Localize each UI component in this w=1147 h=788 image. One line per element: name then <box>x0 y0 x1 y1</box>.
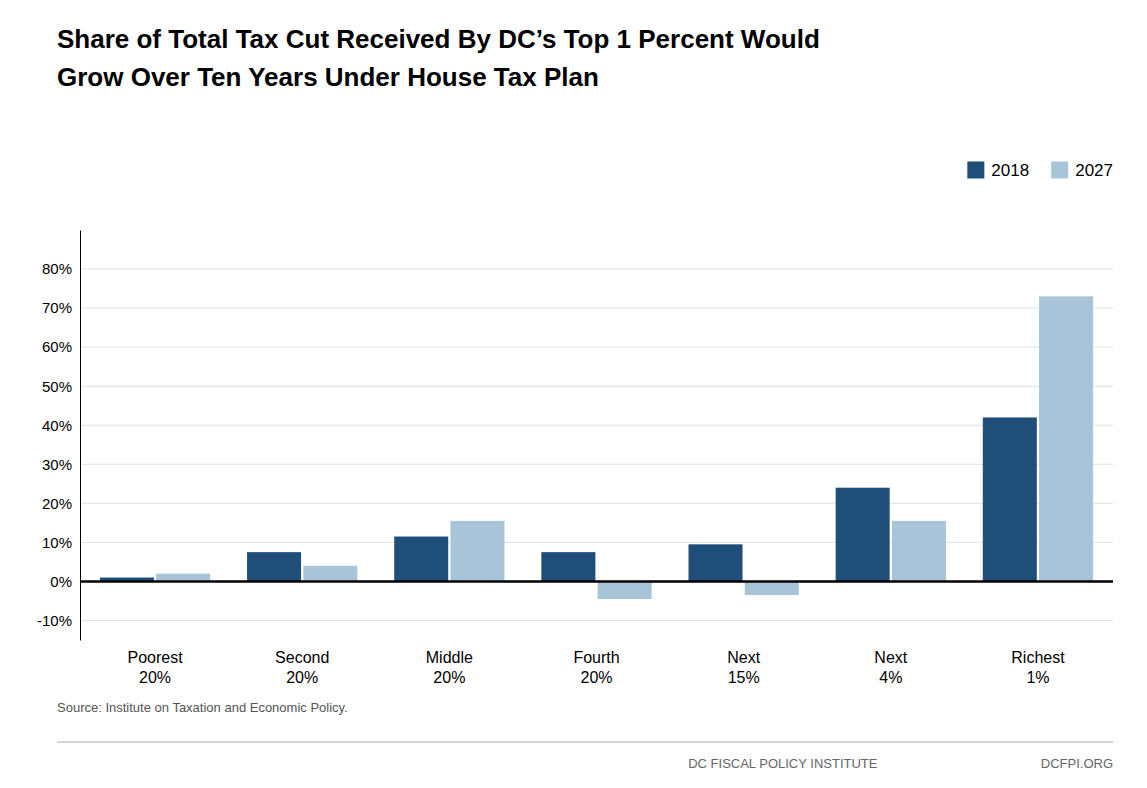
x-tick-label: Next 4% <box>874 649 907 685</box>
bar <box>450 521 504 582</box>
separator <box>57 742 1113 743</box>
zero-line <box>80 580 1113 583</box>
bar <box>247 552 301 581</box>
y-axis-line <box>80 231 81 641</box>
y-tick-label: -10% <box>37 612 72 629</box>
y-tick: 0% <box>50 573 80 590</box>
x-tick: Richest 1% <box>1011 640 1065 686</box>
chart-svg: Share of Total Tax Cut Received By DC’s … <box>0 0 1147 788</box>
x-tick: Fourth 20% <box>573 640 619 686</box>
x-tick-label: Next 15% <box>727 649 760 685</box>
legend-swatch <box>967 162 984 179</box>
y-tick: 20% <box>42 495 80 512</box>
bar <box>303 566 357 582</box>
grid-line <box>80 425 1113 426</box>
x-tick-label-line: Fourth <box>573 649 619 666</box>
y-tick: -10% <box>37 612 80 629</box>
grid-line <box>80 386 1113 387</box>
x-tick-label-line: 20% <box>139 669 171 686</box>
bars <box>100 296 1093 599</box>
y-tick-label: 0% <box>50 573 72 590</box>
y-tick-label: 50% <box>42 377 72 394</box>
chart-container: Share of Total Tax Cut Received By DC’s … <box>0 0 1147 788</box>
title: Grow Over Ten Years Under House Tax Plan <box>57 62 599 92</box>
legend-item: 2018 <box>967 161 1029 180</box>
x-tick-label-line: Richest <box>1011 649 1065 666</box>
y-tick: 70% <box>42 299 80 316</box>
x-tick: Poorest 20% <box>127 640 183 686</box>
x-tick-label: Poorest 20% <box>127 649 183 685</box>
x-tick: Middle 20% <box>426 640 473 686</box>
grid <box>80 269 1113 620</box>
x-tick-label: Richest 1% <box>1011 649 1065 685</box>
y-tick-label: 20% <box>42 495 72 512</box>
grid-line <box>80 581 1113 582</box>
legend: 2018 2027 <box>967 161 1113 180</box>
y-tick: 50% <box>42 377 80 394</box>
x-tick-label-line: 20% <box>433 669 465 686</box>
y-axis: -10% 0% 10% 20% 30% 40% 50% 60% 70% 80% <box>37 231 81 641</box>
bar <box>1039 296 1093 581</box>
bar-series <box>100 417 1037 581</box>
x-tick: Next 4% <box>874 640 907 686</box>
title: Share of Total Tax Cut Received By DC’s … <box>57 24 820 54</box>
y-tick-label: 70% <box>42 299 72 316</box>
grid-line <box>80 542 1113 543</box>
bar <box>394 537 448 582</box>
bar <box>745 581 799 595</box>
bar <box>983 417 1037 581</box>
bar <box>598 581 652 599</box>
y-tick: 10% <box>42 534 80 551</box>
legend-label: 2027 <box>1075 161 1113 180</box>
bar <box>836 488 890 582</box>
x-tick-label-line: 15% <box>728 669 760 686</box>
grid-line <box>80 464 1113 465</box>
x-tick-label-line: Next <box>874 649 907 666</box>
legend-label: 2018 <box>991 161 1029 180</box>
x-tick-label-line: 20% <box>286 669 318 686</box>
x-tick-label-line: Second <box>275 649 329 666</box>
y-tick: 30% <box>42 456 80 473</box>
y-tick: 80% <box>42 260 80 277</box>
y-tick-label: 80% <box>42 260 72 277</box>
bar <box>689 544 743 581</box>
x-tick: Next 15% <box>727 640 760 686</box>
grid-line <box>80 308 1113 309</box>
x-tick-label-line: Poorest <box>127 649 183 666</box>
grid-line <box>80 347 1113 348</box>
y-tick: 60% <box>42 338 80 355</box>
x-tick-label: Second 20% <box>275 649 329 685</box>
x-tick-label: Fourth 20% <box>573 649 619 685</box>
x-tick-label-line: 20% <box>580 669 612 686</box>
legend-swatch <box>1051 162 1068 179</box>
y-tick-label: 10% <box>42 534 72 551</box>
x-tick-label-line: Next <box>727 649 760 666</box>
bar-series <box>156 296 1093 599</box>
y-tick-label: 60% <box>42 338 72 355</box>
x-tick: Second 20% <box>275 640 329 686</box>
source: Source: Institute on Taxation and Econom… <box>57 700 348 715</box>
footer-right: DCFPI.ORG <box>1041 756 1113 771</box>
x-tick-label-line: 1% <box>1026 669 1049 686</box>
grid-line <box>80 269 1113 270</box>
x-tick-label-line: Middle <box>426 649 473 666</box>
y-tick-label: 30% <box>42 456 72 473</box>
footer-left: DC FISCAL POLICY INSTITUTE <box>688 756 878 771</box>
grid-line <box>80 620 1113 621</box>
bar <box>541 552 595 581</box>
x-axis: Poorest 20% Second 20% Middle 20% Fourth 20% Nex… <box>127 640 1065 686</box>
bar <box>892 521 946 582</box>
x-tick-label-line: 4% <box>879 669 902 686</box>
y-tick-label: 40% <box>42 417 72 434</box>
grid-line <box>80 503 1113 504</box>
legend-item: 2027 <box>1051 161 1113 180</box>
y-tick: 40% <box>42 417 80 434</box>
x-tick-label: Middle 20% <box>426 649 473 685</box>
